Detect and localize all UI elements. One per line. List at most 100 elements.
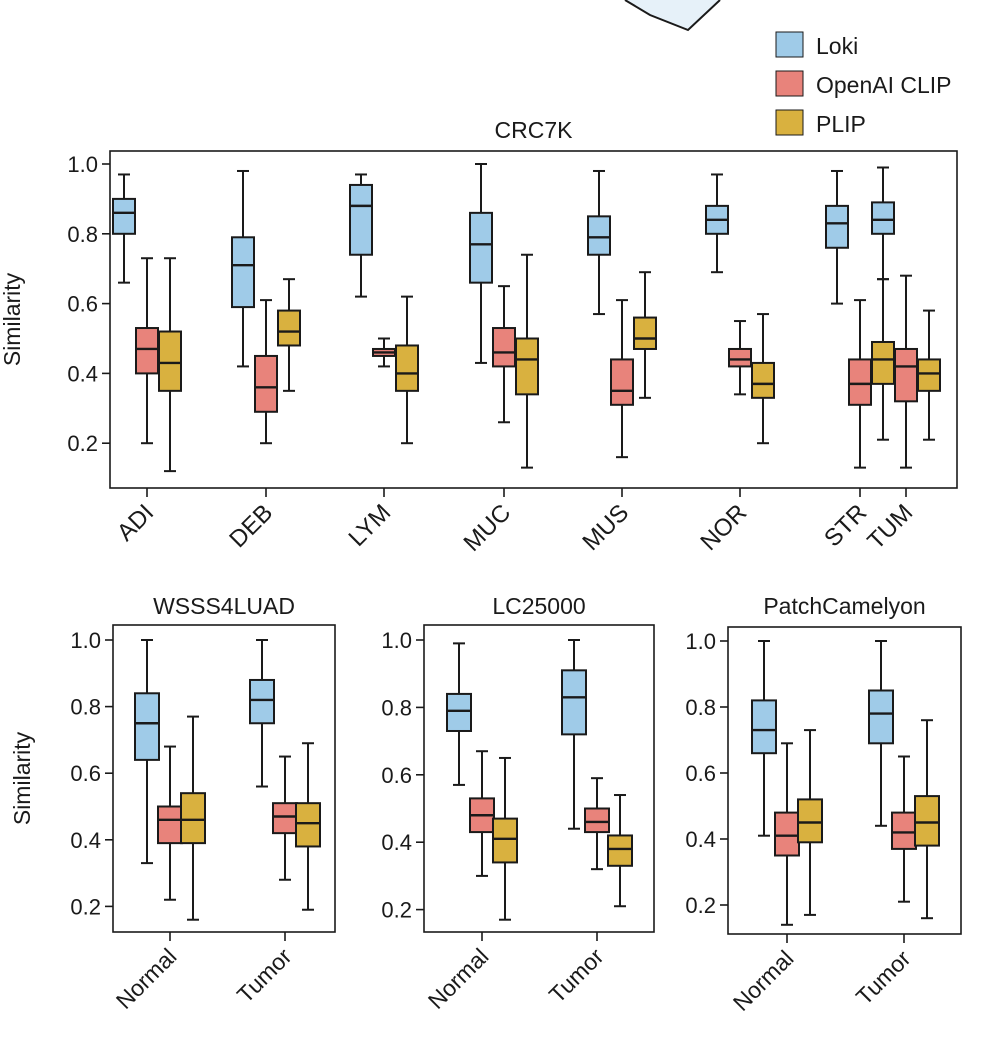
crc7k-box-str-openai-clip bbox=[848, 299, 872, 469]
iqr-box bbox=[728, 347, 752, 368]
patchcamelyon-plot-frame bbox=[727, 626, 962, 935]
legend-swatch-loki bbox=[775, 31, 804, 58]
iqr-box bbox=[871, 340, 895, 385]
lc25000-box-normal-loki bbox=[446, 642, 472, 786]
wsss4luad-xtick-label-tumor: Tumor bbox=[232, 943, 297, 1008]
chart-lc25000: LC25000 0.2 0.4 0.6 0.8 1.0 Normal Tumor bbox=[381, 593, 655, 1014]
iqr-box bbox=[277, 309, 301, 347]
crc7k-xtick-label-lym: LYM bbox=[344, 499, 397, 552]
wsss4luad-box-normal-loki bbox=[134, 639, 160, 865]
lc25000-ytick-label: 0.4 bbox=[381, 830, 412, 855]
crc7k-box-deb-openai-clip bbox=[254, 299, 278, 445]
iqr-box bbox=[249, 678, 275, 725]
iqr-box bbox=[917, 358, 941, 392]
crc7k-xtick-label-adi: ADI bbox=[112, 499, 159, 546]
patchcamelyon-ytick-label: 0.2 bbox=[685, 893, 716, 918]
crc7k-box-lym-openai-clip bbox=[372, 337, 396, 368]
patchcamelyon-box-tumor-openai-clip bbox=[891, 755, 917, 903]
iqr-box bbox=[894, 347, 918, 403]
iqr-box bbox=[492, 327, 516, 368]
crc7k-title: CRC7K bbox=[495, 117, 574, 143]
wsss4luad-box-tumor-loki bbox=[249, 639, 275, 788]
crc7k-xtick-label-str: STR bbox=[819, 499, 872, 552]
crc7k-box-lym-plip bbox=[395, 295, 419, 445]
crc7k-box-mus-plip bbox=[633, 271, 657, 399]
iqr-box bbox=[633, 316, 657, 350]
iqr-box bbox=[891, 811, 917, 850]
crc7k-box-nor-loki bbox=[705, 173, 729, 274]
wsss4luad-title: WSSS4LUAD bbox=[153, 593, 295, 619]
chart-crc7k: CRC7K 0.2 0.4 0.6 0.8 1.0 Similarity ADI DEB LYM M… bbox=[0, 117, 958, 557]
iqr-box bbox=[610, 358, 634, 406]
iqr-box bbox=[797, 798, 823, 844]
lc25000-box-tumor-loki bbox=[561, 639, 587, 830]
iqr-box bbox=[295, 802, 321, 848]
crc7k-ytick-label: 0.6 bbox=[67, 292, 98, 317]
legend: Loki OpenAI CLIP PLIP bbox=[775, 31, 952, 137]
iqr-box bbox=[231, 236, 255, 309]
crc7k-ytick-label: 0.8 bbox=[67, 222, 98, 247]
crc7k-box-mus-openai-clip bbox=[610, 299, 634, 459]
chart-wsss4luad: WSSS4LUAD 0.2 0.4 0.6 0.8 1.0 Similarity Normal… bbox=[9, 593, 336, 1014]
iqr-box bbox=[561, 669, 587, 736]
iqr-box bbox=[587, 215, 611, 256]
wsss4luad-ytick-label: 0.6 bbox=[70, 761, 101, 786]
wsss4luad-box-tumor-openai-clip bbox=[272, 755, 298, 881]
crc7k-box-nor-plip bbox=[751, 313, 775, 445]
iqr-box bbox=[515, 337, 539, 396]
patchcamelyon-box-tumor-plip bbox=[914, 719, 940, 920]
wsss4luad-box-normal-openai-clip bbox=[157, 745, 183, 901]
patchcamelyon-box-normal-plip bbox=[797, 729, 823, 916]
iqr-box bbox=[134, 692, 160, 761]
legend-swatch-openai-clip bbox=[775, 70, 804, 97]
crc7k-box-muc-openai-clip bbox=[492, 285, 516, 424]
iqr-box bbox=[871, 201, 895, 235]
lc25000-ytick-label: 0.6 bbox=[381, 763, 412, 788]
crc7k-ytick-label: 0.4 bbox=[67, 361, 98, 386]
lc25000-xtick-label-tumor: Tumor bbox=[544, 943, 609, 1008]
iqr-box bbox=[751, 699, 777, 755]
crc7k-xtick-label-nor: NOR bbox=[695, 499, 752, 556]
lc25000-box-tumor-plip bbox=[607, 794, 633, 908]
crc7k-box-deb-loki bbox=[231, 169, 255, 368]
lc25000-plot-frame bbox=[423, 624, 655, 933]
crc7k-box-adi-openai-clip bbox=[135, 257, 159, 445]
wsss4luad-box-tumor-plip bbox=[295, 742, 321, 911]
iqr-box bbox=[825, 204, 849, 249]
patchcamelyon-xtick-label-normal: Normal bbox=[728, 945, 799, 1016]
patchcamelyon-box-normal-loki bbox=[751, 640, 777, 837]
wsss4luad-ytick-label: 0.8 bbox=[70, 695, 101, 720]
iqr-box bbox=[751, 361, 775, 399]
crc7k-box-tum-loki bbox=[871, 166, 895, 281]
iqr-box bbox=[254, 354, 278, 413]
patchcamelyon-ytick-label: 0.6 bbox=[685, 761, 716, 786]
crc7k-box-adi-plip bbox=[158, 257, 182, 473]
crc7k-box-tum-plip bbox=[917, 309, 941, 441]
iqr-box bbox=[112, 197, 136, 235]
iqr-box bbox=[914, 795, 940, 847]
iqr-box bbox=[272, 802, 298, 835]
crc7k-y-axis-label: Similarity bbox=[0, 272, 25, 366]
iqr-box bbox=[607, 834, 633, 867]
crc7k-ytick-label: 1.0 bbox=[67, 152, 98, 177]
wsss4luad-box-normal-plip bbox=[180, 715, 206, 921]
lc25000-ytick-label: 0.2 bbox=[381, 898, 412, 923]
iqr-box bbox=[848, 358, 872, 406]
wsss4luad-xtick-label-normal: Normal bbox=[111, 943, 182, 1014]
crc7k-box-muc-plip bbox=[515, 253, 539, 469]
iqr-box bbox=[469, 211, 493, 284]
crc7k-box-deb-plip bbox=[277, 278, 301, 392]
crc7k-box-str-plip bbox=[871, 278, 895, 441]
patchcamelyon-title: PatchCamelyon bbox=[763, 593, 925, 619]
crc7k-xtick-label-muc: MUC bbox=[459, 499, 517, 557]
legend-swatch-plip bbox=[775, 109, 804, 136]
crc7k-box-tum-openai-clip bbox=[894, 274, 918, 469]
iqr-box bbox=[868, 689, 894, 745]
lc25000-box-normal-openai-clip bbox=[469, 750, 495, 877]
crc7k-xtick-label-deb: DEB bbox=[224, 499, 278, 553]
patchcamelyon-ytick-label: 0.4 bbox=[685, 827, 716, 852]
lc25000-box-normal-plip bbox=[492, 756, 518, 921]
chart-patchcamelyon: PatchCamelyon 0.2 0.4 0.6 0.8 1.0 Normal Tumor bbox=[685, 593, 962, 1016]
crc7k-box-str-loki bbox=[825, 169, 849, 305]
iqr-box bbox=[180, 792, 206, 845]
